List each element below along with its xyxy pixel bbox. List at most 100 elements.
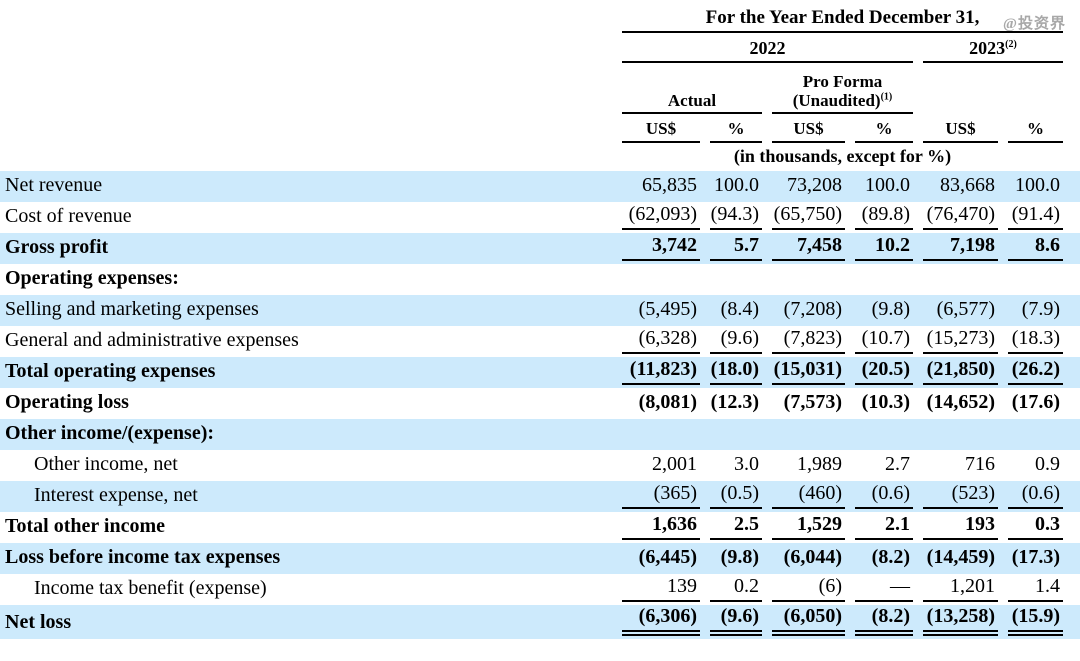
value-cell: (6,050) bbox=[762, 605, 845, 639]
value-cell: 1,989 bbox=[797, 453, 842, 475]
value-cell: 1,201 bbox=[913, 574, 998, 605]
value-cell: 100.0 bbox=[1015, 174, 1061, 196]
value-cell: 2.7 bbox=[885, 453, 910, 475]
value-cell: 2.1 bbox=[845, 512, 913, 543]
value-cell: (8.2) bbox=[845, 605, 913, 639]
value-cell: (7,573) bbox=[783, 391, 842, 413]
unit-header: % bbox=[1008, 119, 1064, 143]
value-cell: (91.4) bbox=[998, 202, 1064, 233]
unit-header: US$ bbox=[772, 119, 845, 143]
value-cell: 0.2 bbox=[700, 574, 762, 605]
units-note: (in thousands, except for %) bbox=[733, 146, 952, 166]
value-cell: (15.9) bbox=[998, 605, 1064, 639]
row-label: Total operating expenses bbox=[5, 360, 216, 382]
value-cell: (6,328) bbox=[612, 326, 700, 357]
row-label: General and administrative expenses bbox=[5, 329, 299, 351]
value-cell: (26.2) bbox=[998, 357, 1064, 388]
value-cell bbox=[998, 419, 1063, 450]
row-spacer bbox=[1063, 450, 1080, 481]
value-cell: (9.8) bbox=[871, 298, 910, 320]
value-cell bbox=[998, 264, 1063, 295]
row-label: Operating loss bbox=[5, 391, 129, 413]
value-cell: (0.6) bbox=[845, 481, 913, 512]
row-spacer bbox=[1063, 512, 1080, 543]
pedaily-watermark: @投资界 bbox=[1003, 16, 1066, 32]
header-row-title: For the Year Ended December 31, bbox=[0, 0, 1080, 33]
value-cell: (18.3) bbox=[998, 326, 1064, 357]
table-title: For the Year Ended December 31, bbox=[622, 7, 1064, 33]
value-cell: (7,208) bbox=[783, 298, 842, 320]
row-spacer bbox=[1063, 543, 1080, 574]
value-cell: 8.6 bbox=[998, 233, 1064, 264]
value-cell: (6) bbox=[762, 574, 845, 605]
row-spacer bbox=[1063, 326, 1080, 357]
value-cell: 3.0 bbox=[734, 453, 759, 475]
value-cell: 10.2 bbox=[845, 233, 913, 264]
row-label: Total other income bbox=[5, 515, 165, 537]
value-cell: 139 bbox=[612, 574, 700, 605]
value-cell: 1,636 bbox=[612, 512, 700, 543]
table-row: Selling and marketing expenses (5,495) (8.… bbox=[0, 295, 1080, 326]
value-cell bbox=[700, 419, 762, 450]
row-label: Income tax benefit (expense) bbox=[34, 577, 267, 599]
row-spacer bbox=[1063, 295, 1080, 326]
table-row: Loss before income tax expenses (6,445) (9… bbox=[0, 543, 1080, 574]
value-cell: 2.5 bbox=[700, 512, 762, 543]
value-cell: (9.6) bbox=[700, 605, 762, 639]
row-spacer bbox=[1063, 481, 1080, 512]
value-cell: (17.3) bbox=[1011, 546, 1061, 568]
value-cell: (21,850) bbox=[913, 357, 998, 388]
row-label: Other income/(expense): bbox=[5, 422, 215, 444]
value-cell: (10.7) bbox=[845, 326, 913, 357]
row-label: Operating expenses: bbox=[5, 267, 179, 289]
value-cell: (13,258) bbox=[913, 605, 998, 639]
unit-header: US$ bbox=[923, 119, 998, 143]
table-row: Other income/(expense): bbox=[0, 419, 1080, 450]
table-row: Gross profit 3,742 5.7 7,458 10.2 7,198 8.6 bbox=[0, 233, 1080, 264]
value-cell: (18.0) bbox=[700, 357, 762, 388]
value-cell bbox=[845, 419, 913, 450]
row-spacer bbox=[1063, 233, 1080, 264]
value-cell: (65,750) bbox=[762, 202, 845, 233]
row-label: Selling and marketing expenses bbox=[5, 298, 259, 320]
value-cell: (76,470) bbox=[913, 202, 998, 233]
value-cell: (7,823) bbox=[762, 326, 845, 357]
row-spacer bbox=[1063, 574, 1080, 605]
value-cell bbox=[913, 264, 998, 295]
value-cell: 193 bbox=[913, 512, 998, 543]
value-cell: (20.5) bbox=[845, 357, 913, 388]
value-cell: 716 bbox=[965, 453, 995, 475]
value-cell: 100.0 bbox=[714, 174, 759, 196]
value-cell: (9.6) bbox=[700, 326, 762, 357]
value-cell: (6,306) bbox=[612, 605, 700, 639]
value-cell: (6,445) bbox=[638, 546, 697, 568]
table-row: Interest expense, net (365) (0.5) (460) (0.6… bbox=[0, 481, 1080, 512]
value-cell: (460) bbox=[762, 481, 845, 512]
value-cell: (62,093) bbox=[612, 202, 700, 233]
value-cell: (14,459) bbox=[926, 546, 995, 568]
header-row-years: 2022 2023(2) bbox=[0, 33, 1080, 63]
value-cell: 65,835 bbox=[642, 174, 697, 196]
row-spacer bbox=[1063, 419, 1080, 450]
unit-header: % bbox=[710, 119, 762, 143]
header-row-note: (in thousands, except for %) bbox=[0, 143, 1080, 171]
table-row: Total other income 1,636 2.5 1,529 2.1 193 0.3 bbox=[0, 512, 1080, 543]
value-cell: (12.3) bbox=[710, 391, 759, 413]
row-spacer bbox=[1063, 202, 1080, 233]
value-cell: 100.0 bbox=[865, 174, 910, 196]
value-cell bbox=[913, 419, 998, 450]
row-spacer bbox=[1063, 264, 1080, 295]
value-cell: (7.9) bbox=[1021, 298, 1061, 320]
row-label: Gross profit bbox=[5, 236, 109, 258]
table-body: Net revenue 65,835 100.0 73,208 100.0 83,668 1… bbox=[0, 171, 1080, 639]
value-cell: (0.5) bbox=[700, 481, 762, 512]
value-cell: (15,273) bbox=[913, 326, 998, 357]
value-cell: (523) bbox=[913, 481, 998, 512]
row-label: Net revenue bbox=[5, 174, 103, 196]
table-row: Operating loss (8,081) (12.3) (7,573) (10.3)… bbox=[0, 388, 1080, 419]
table-row: Total operating expenses (11,823) (18.0) (1… bbox=[0, 357, 1080, 388]
value-cell bbox=[845, 264, 913, 295]
value-cell: 0.3 bbox=[998, 512, 1064, 543]
row-label: Net loss bbox=[5, 611, 72, 633]
unit-header: % bbox=[855, 119, 913, 143]
